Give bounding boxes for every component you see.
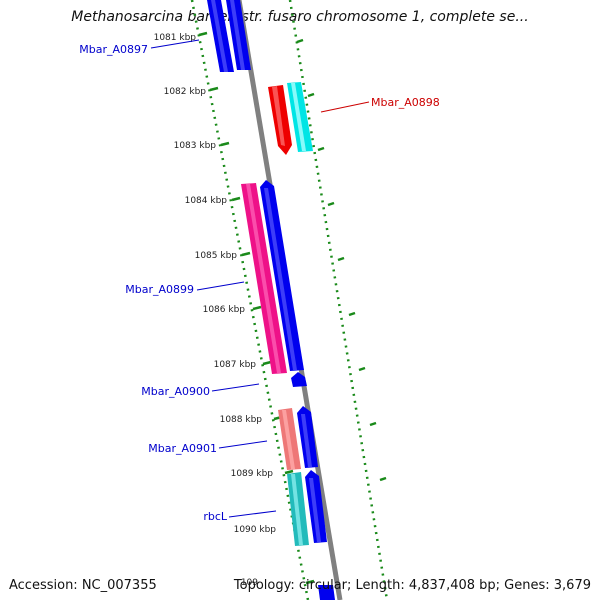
feature-highlight — [291, 474, 303, 545]
tick-label: 1087 kbp — [214, 360, 257, 370]
tick-label: 1085 kbp — [195, 251, 238, 261]
gene-feature-bottom[interactable] — [318, 585, 335, 600]
label-leader — [320, 101, 370, 113]
gene-label-mbar-a0899[interactable]: Mbar_A0899 — [125, 283, 194, 296]
label-leader — [218, 440, 268, 449]
feature-highlight — [291, 83, 306, 151]
map-title: Methanosarcina barkeri str. fusaro chrom… — [71, 9, 529, 25]
gene-label-mbar-a0901[interactable]: Mbar_A0901 — [148, 442, 217, 455]
gene-label-mbar-a0900[interactable]: Mbar_A0900 — [141, 385, 210, 398]
feature-highlight — [211, 0, 228, 72]
feature-highlight — [230, 0, 245, 70]
label-leader — [228, 510, 277, 518]
tick-label: 1083 kbp — [174, 141, 217, 151]
gene-label-rbcl[interactable]: rbcL — [203, 510, 228, 523]
gene-label-mbar-a0898[interactable]: Mbar_A0898 — [371, 96, 440, 109]
feature-highlight — [246, 184, 281, 373]
tick-label: 1090 kbp — [234, 525, 277, 535]
tick-label: 1084 kbp — [185, 196, 228, 206]
feature-highlight — [282, 410, 295, 469]
tick-label: 109 — [241, 578, 258, 588]
feature-highlight — [309, 478, 321, 542]
tick-label: 1088 kbp — [220, 415, 263, 425]
feature-highlight — [301, 414, 312, 467]
feature-highlight — [264, 188, 297, 370]
tick-label: 1086 kbp — [203, 305, 246, 315]
accession-text: Accession: NC_007355 — [9, 578, 157, 593]
summary-text: Topology: circular; Length: 4,837,408 bp… — [233, 578, 591, 593]
gene-feature-mbar-a0900[interactable] — [291, 372, 307, 387]
label-leader — [150, 39, 200, 49]
tick-label: 1081 kbp — [154, 33, 197, 43]
tick-label: 1089 kbp — [231, 469, 274, 479]
gene-label-mbar-a0897[interactable]: Mbar_A0897 — [79, 43, 148, 56]
tick-label: 1082 kbp — [164, 87, 207, 97]
label-leader — [211, 383, 260, 392]
label-leader — [196, 281, 245, 291]
feature-highlight — [272, 86, 285, 146]
